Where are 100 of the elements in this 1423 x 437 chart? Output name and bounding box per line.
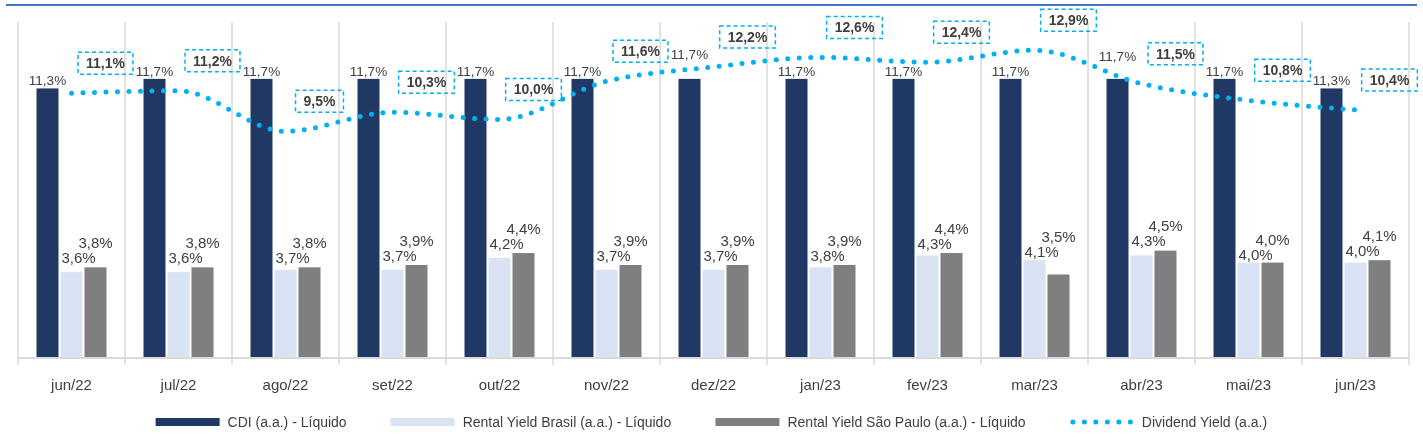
bar <box>274 269 297 358</box>
data-label: 11,7% <box>991 63 1030 79</box>
data-label: 10,0% <box>513 81 554 98</box>
bar <box>381 269 404 358</box>
data-label: 11,7% <box>670 47 709 63</box>
x-tick-label: set/22 <box>372 376 413 393</box>
bar <box>191 267 214 358</box>
data-label: 3,6% <box>168 249 203 267</box>
bar <box>940 253 963 358</box>
x-tick-label: jun/22 <box>50 376 92 393</box>
data-label: 12,6% <box>834 19 875 36</box>
bar <box>595 269 618 358</box>
data-label: 10,4% <box>1369 71 1410 88</box>
x-tick-label: out/22 <box>478 376 521 393</box>
data-label: 11,7% <box>135 63 174 79</box>
data-label: 3,5% <box>1041 228 1076 246</box>
x-tick-label: fev/23 <box>907 376 948 393</box>
bar <box>1047 274 1070 358</box>
bar <box>298 267 321 358</box>
x-tick-label: dez/22 <box>690 376 737 393</box>
data-label: 11,7% <box>563 63 602 79</box>
data-label: 12,9% <box>1048 12 1089 29</box>
data-label: 11,2% <box>193 52 233 69</box>
bar <box>1213 78 1236 358</box>
data-label: 3,9% <box>720 231 755 249</box>
bar <box>702 269 725 358</box>
data-label: 4,4% <box>934 219 969 237</box>
bar <box>809 267 832 358</box>
x-tick-label: jul/22 <box>159 376 197 393</box>
bar <box>1261 262 1284 358</box>
data-label: 11,7% <box>1205 63 1244 79</box>
bar <box>1130 255 1153 358</box>
data-label: 3,7% <box>275 249 310 267</box>
bar <box>36 88 59 358</box>
data-label: 11,7% <box>884 63 923 79</box>
x-tick-label: nov/22 <box>583 376 630 393</box>
legend-label: Rental Yield Brasil (a.a.) - Líquido <box>462 414 672 430</box>
bar <box>833 264 856 358</box>
data-label: 11,7% <box>349 63 388 79</box>
x-tick-label: jun/23 <box>1334 376 1376 393</box>
data-label: 4,1% <box>1024 243 1059 261</box>
data-label: 11,5% <box>1156 45 1196 62</box>
bar <box>250 78 273 358</box>
bar <box>892 78 915 358</box>
data-label: 3,9% <box>827 231 862 249</box>
data-label: 4,4% <box>506 219 541 237</box>
data-label: 4,0% <box>1255 230 1290 248</box>
bar <box>1320 88 1343 358</box>
data-label: 4,1% <box>1362 226 1397 244</box>
bar <box>143 78 166 358</box>
bar <box>571 78 594 358</box>
bar <box>488 257 511 358</box>
data-label: 11,6% <box>621 43 661 60</box>
bar <box>60 272 83 358</box>
data-label: 10,8% <box>1262 62 1303 79</box>
data-label: 11,3% <box>28 73 67 89</box>
bar <box>916 255 939 358</box>
data-label: 3,9% <box>399 231 434 249</box>
legend-label: Rental Yield São Paulo (a.a.) - Líquido <box>787 414 1026 430</box>
data-label: 11,7% <box>456 63 495 79</box>
bar <box>357 78 380 358</box>
bar <box>405 264 428 358</box>
bar <box>785 78 808 358</box>
bar <box>84 267 107 358</box>
bar <box>1106 78 1129 358</box>
data-label: 3,6% <box>61 249 96 267</box>
data-label: 11,3% <box>1312 73 1351 89</box>
data-label: 10,3% <box>406 74 447 91</box>
data-label: 12,4% <box>941 24 982 41</box>
legend-label: CDI (a.a.) - Líquido <box>227 414 347 430</box>
data-label: 3,8% <box>292 234 327 252</box>
bar <box>1237 262 1260 358</box>
x-tick-label: ago/22 <box>262 376 309 393</box>
bar <box>1154 250 1177 358</box>
legend-label: Dividend Yield (a.a.) <box>1141 414 1268 430</box>
bar <box>1368 260 1391 358</box>
data-label: 11,7% <box>242 63 281 79</box>
bar <box>167 272 190 358</box>
bar <box>1344 262 1367 358</box>
x-tick-label: abr/23 <box>1120 376 1163 393</box>
x-tick-label: mar/23 <box>1011 376 1058 393</box>
bar <box>512 253 535 358</box>
x-tick-label: mai/23 <box>1225 376 1272 393</box>
bar <box>1023 260 1046 358</box>
bar <box>619 264 642 358</box>
x-tick-label: jan/23 <box>799 376 841 393</box>
bar <box>464 78 487 358</box>
data-label: 11,7% <box>1098 49 1137 65</box>
data-label: 3,8% <box>185 234 220 252</box>
data-label: 9,5% <box>303 93 336 110</box>
data-label: 11,1% <box>86 55 126 72</box>
bar <box>726 264 749 358</box>
bar <box>678 78 701 358</box>
data-label: 4,5% <box>1148 217 1183 235</box>
data-label: 11,7% <box>777 63 816 79</box>
data-label: 12,2% <box>727 28 768 45</box>
data-label: 3,9% <box>613 231 648 249</box>
bar <box>999 78 1022 358</box>
data-label: 3,8% <box>78 234 113 252</box>
data-label: 4,3% <box>1131 232 1166 250</box>
